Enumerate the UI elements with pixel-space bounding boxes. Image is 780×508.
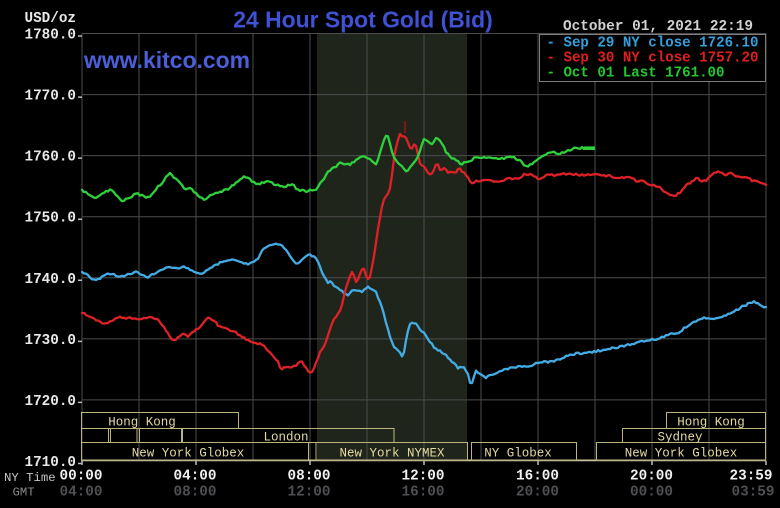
- svg-text:16:00: 16:00: [402, 485, 445, 501]
- svg-text:12:00: 12:00: [288, 485, 331, 501]
- svg-text:1720.0: 1720.0: [25, 394, 76, 410]
- svg-text:1710.0: 1710.0: [25, 455, 76, 471]
- svg-text:08:00: 08:00: [174, 485, 217, 501]
- svg-text:1750.0: 1750.0: [25, 211, 76, 227]
- svg-text:London: London: [263, 431, 308, 445]
- svg-text:24 Hour Spot Gold (Bid): 24 Hour Spot Gold (Bid): [233, 7, 493, 33]
- svg-text:USD/oz: USD/oz: [25, 11, 76, 27]
- svg-text:20:00: 20:00: [516, 485, 559, 501]
- svg-text:04:00: 04:00: [60, 485, 103, 501]
- svg-text:- Sep 29 NY close 1726.10: - Sep 29 NY close 1726.10: [547, 36, 759, 52]
- svg-text:Sydney: Sydney: [657, 431, 703, 445]
- svg-text:- Sep 30 NY close 1757.20: - Sep 30 NY close 1757.20: [547, 51, 759, 67]
- svg-text:October 01, 2021 22:19: October 01, 2021 22:19: [563, 19, 753, 35]
- svg-text:GMT: GMT: [13, 486, 35, 500]
- svg-text:New York Globex: New York Globex: [625, 447, 738, 461]
- svg-text:www.kitco.com: www.kitco.com: [83, 47, 250, 73]
- svg-text:Hong Kong: Hong Kong: [108, 416, 176, 430]
- svg-text:1740.0: 1740.0: [25, 272, 76, 288]
- svg-text:1760.0: 1760.0: [25, 150, 76, 166]
- svg-text:16:00: 16:00: [516, 469, 559, 485]
- svg-text:NY Time: NY Time: [4, 471, 56, 485]
- svg-text:1730.0: 1730.0: [25, 333, 76, 349]
- svg-text:23:59: 23:59: [730, 469, 773, 485]
- svg-text:New York Globex: New York Globex: [132, 447, 245, 461]
- svg-text:03:59: 03:59: [732, 485, 775, 501]
- svg-text:New York NYMEX: New York NYMEX: [339, 447, 445, 461]
- svg-text:- Oct 01 Last 1761.00: - Oct 01 Last 1761.00: [547, 66, 725, 82]
- svg-text:20:00: 20:00: [630, 469, 673, 485]
- svg-text:NY Globex: NY Globex: [484, 447, 552, 461]
- svg-text:00:00: 00:00: [630, 485, 673, 501]
- svg-text:08:00: 08:00: [288, 469, 331, 485]
- svg-text:1770.0: 1770.0: [25, 89, 76, 105]
- svg-text:Hong Kong: Hong Kong: [677, 416, 745, 430]
- svg-text:04:00: 04:00: [174, 469, 217, 485]
- svg-text:00:00: 00:00: [60, 469, 103, 485]
- svg-text:1780.0: 1780.0: [25, 28, 76, 44]
- svg-text:12:00: 12:00: [402, 469, 445, 485]
